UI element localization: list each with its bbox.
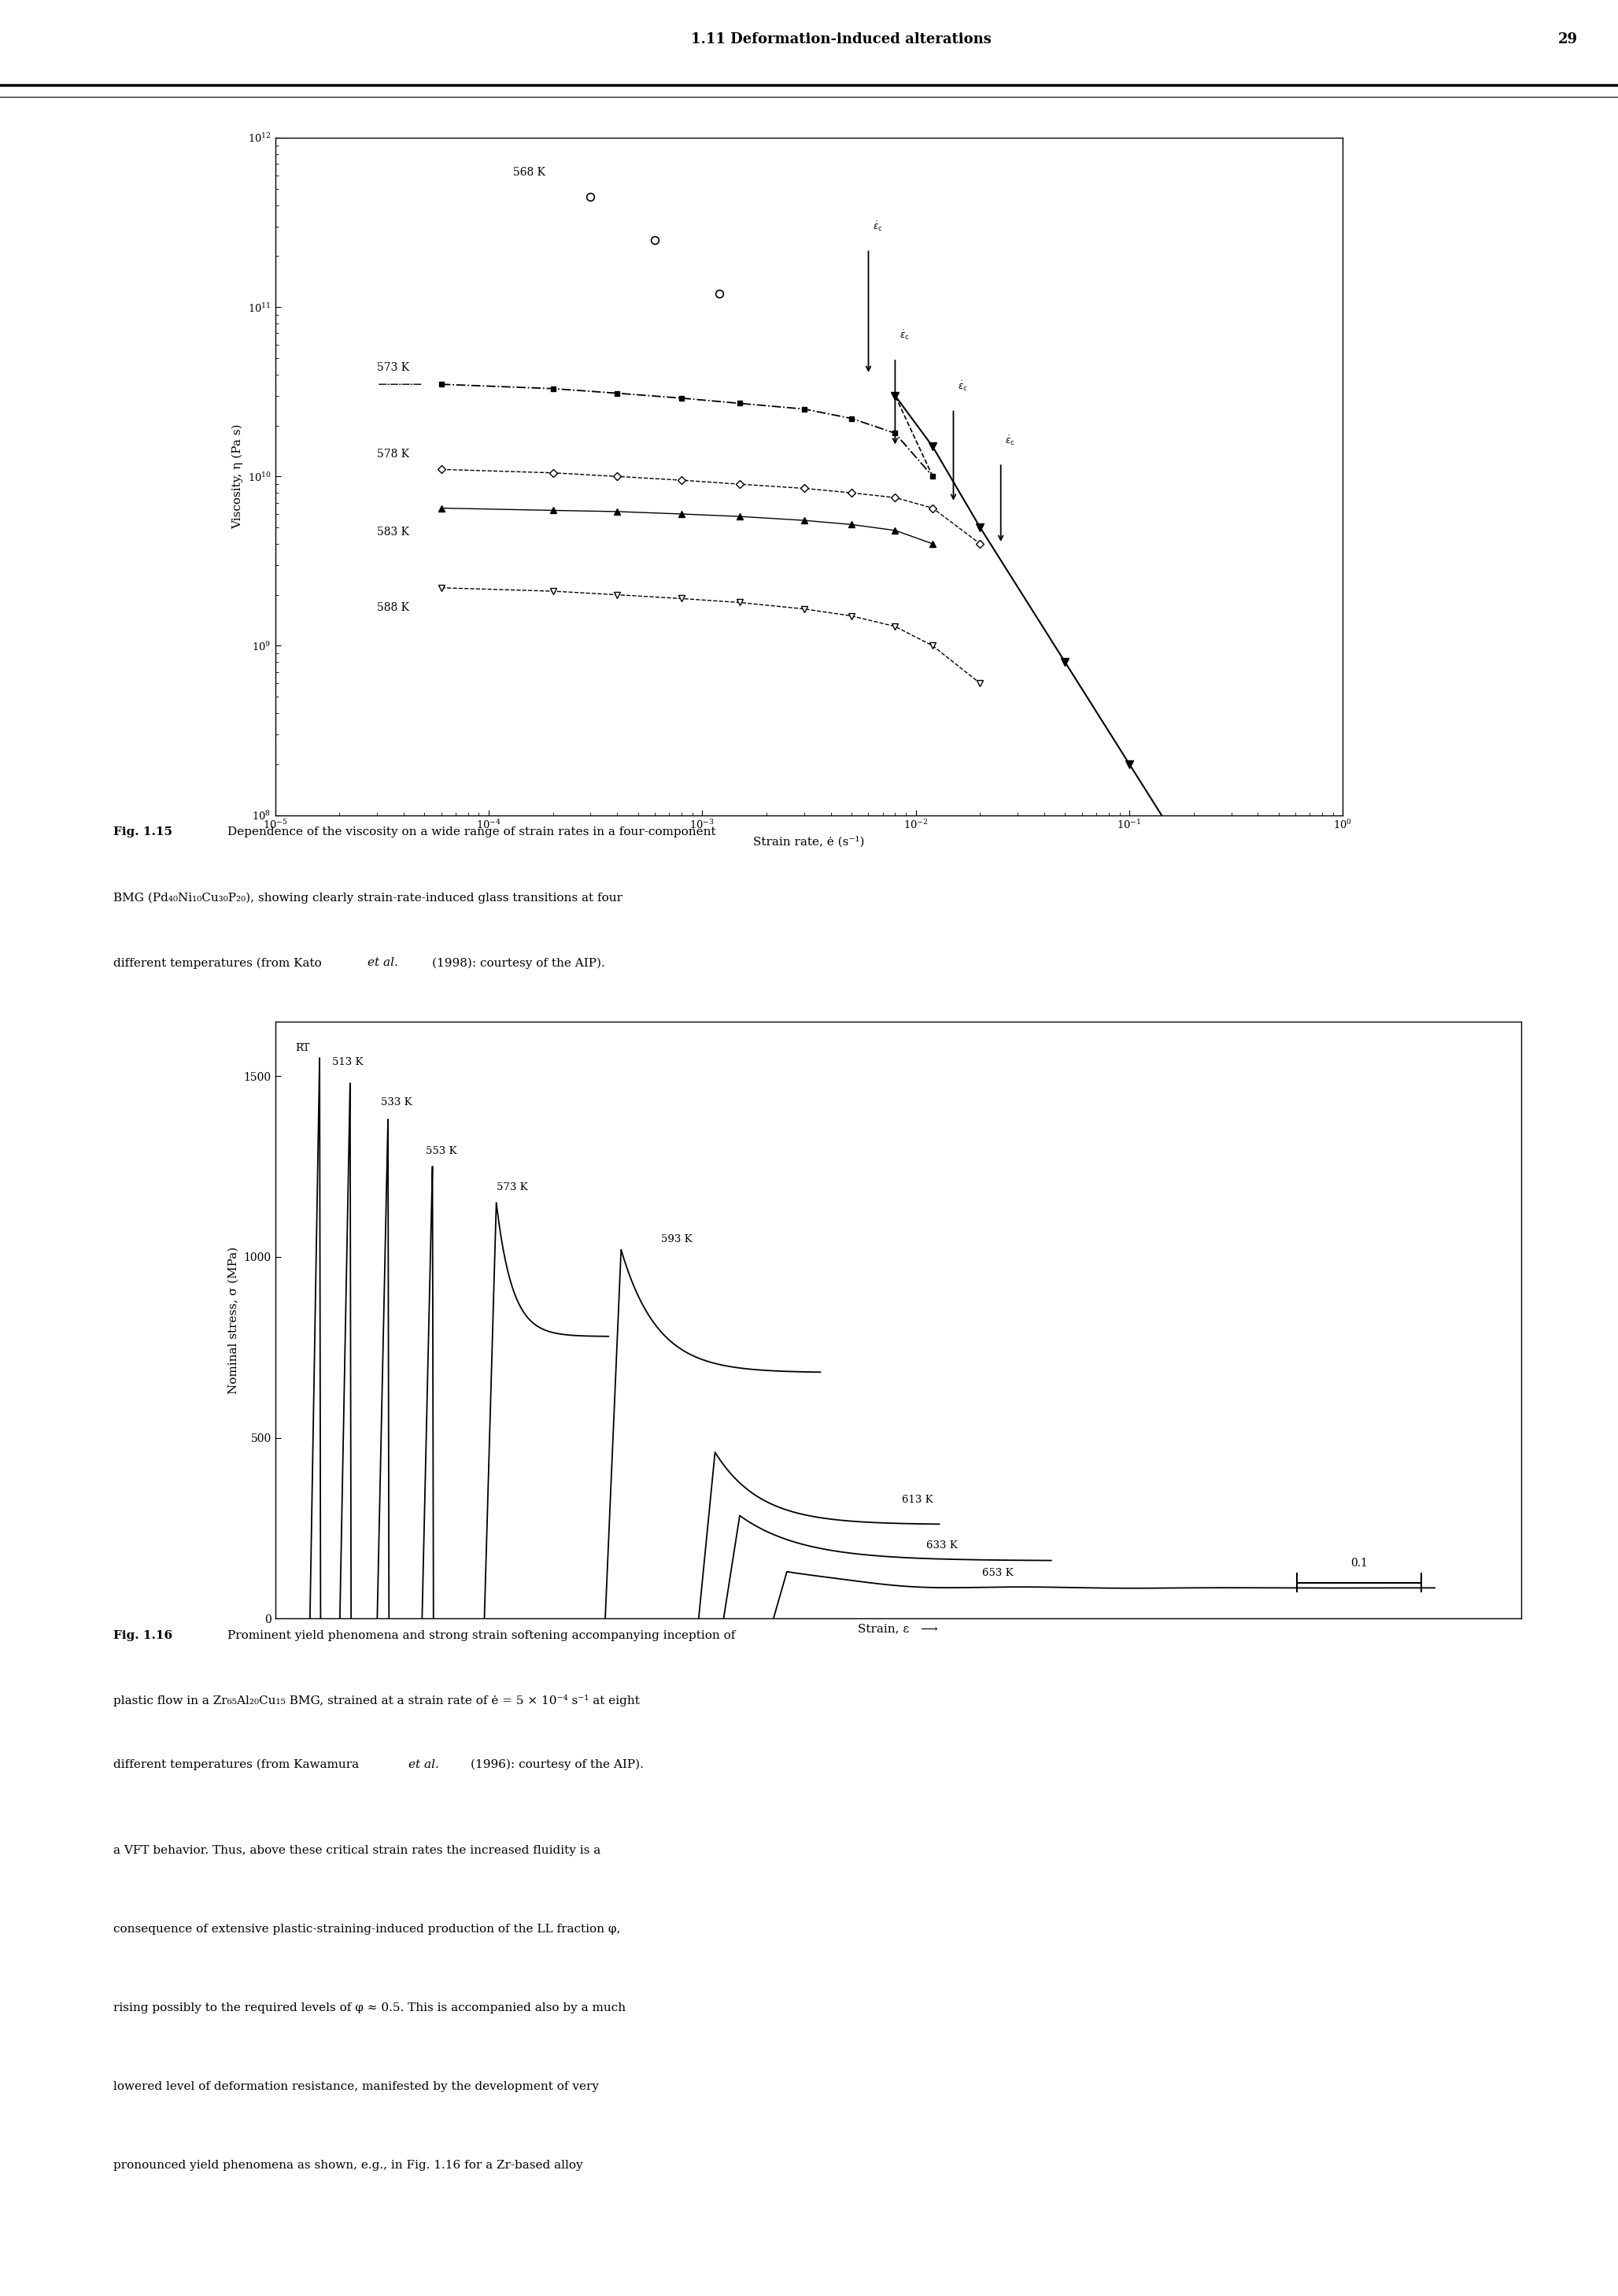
Text: 583 K: 583 K [377, 526, 409, 537]
Text: 593 K: 593 K [662, 1235, 693, 1244]
Text: Fig. 1.15: Fig. 1.15 [113, 827, 172, 838]
Text: 573 K: 573 K [497, 1182, 527, 1192]
Text: different temperatures (from Kawamura: different temperatures (from Kawamura [113, 1759, 362, 1770]
Text: lowered level of deformation resistance, manifested by the development of very: lowered level of deformation resistance,… [113, 2080, 599, 2092]
Text: 1.11 Deformation-induced alterations: 1.11 Deformation-induced alterations [691, 32, 992, 46]
Text: pronounced yield phenomena as shown, e.g., in Fig. 1.16 for a Zr-based alloy: pronounced yield phenomena as shown, e.g… [113, 2161, 582, 2170]
Text: 568 K: 568 K [513, 168, 545, 177]
Text: 578 K: 578 K [377, 448, 409, 459]
Text: rising possibly to the required levels of φ ≈ 0.5. This is accompanied also by a: rising possibly to the required levels o… [113, 2002, 626, 2014]
Text: BMG (Pd₄₀Ni₁₀Cu₃₀P₂₀), showing clearly strain-rate-induced glass transitions at : BMG (Pd₄₀Ni₁₀Cu₃₀P₂₀), showing clearly s… [113, 893, 623, 902]
Y-axis label: Nominal stress, σ (MPa): Nominal stress, σ (MPa) [228, 1247, 239, 1394]
Text: 588 K: 588 K [377, 602, 409, 613]
Text: plastic flow in a Zr₆₅Al₂₀Cu₁₅ BMG, strained at a strain rate of ė = 5 × 10⁻⁴ s⁻: plastic flow in a Zr₆₅Al₂₀Cu₁₅ BMG, stra… [113, 1694, 639, 1706]
Text: et al.: et al. [408, 1759, 438, 1770]
Text: 0.1: 0.1 [1351, 1557, 1367, 1568]
Text: 513 K: 513 K [332, 1056, 364, 1068]
Text: 29: 29 [1558, 32, 1578, 46]
Text: 573 K: 573 K [377, 363, 409, 374]
Text: et al.: et al. [367, 957, 398, 969]
Text: 553 K: 553 K [426, 1146, 456, 1157]
Text: RT: RT [294, 1042, 309, 1054]
Text: different temperatures (from Kato: different temperatures (from Kato [113, 957, 325, 969]
X-axis label: Strain rate, ė (s⁻¹): Strain rate, ė (s⁻¹) [754, 836, 864, 847]
Text: 653 K: 653 K [982, 1568, 1013, 1577]
Text: Prominent yield phenomena and strong strain softening accompanying inception of: Prominent yield phenomena and strong str… [228, 1630, 735, 1642]
Text: 613 K: 613 K [901, 1495, 934, 1506]
Text: $\dot{\varepsilon}_{\rm c}$: $\dot{\varepsilon}_{\rm c}$ [1005, 434, 1014, 448]
X-axis label: Strain, ε   ⟶: Strain, ε ⟶ [858, 1623, 938, 1635]
Text: 533 K: 533 K [380, 1097, 413, 1107]
Text: $\dot{\varepsilon}_{\rm c}$: $\dot{\varepsilon}_{\rm c}$ [958, 379, 968, 393]
Text: (1998): courtesy of the AIP).: (1998): courtesy of the AIP). [432, 957, 605, 969]
Text: consequence of extensive plastic-straining-induced production of the LL fraction: consequence of extensive plastic-straini… [113, 1924, 620, 1936]
Text: Fig. 1.16: Fig. 1.16 [113, 1630, 173, 1642]
Text: (1996): courtesy of the AIP).: (1996): courtesy of the AIP). [471, 1759, 644, 1770]
Text: Dependence of the viscosity on a wide range of strain rates in a four-component: Dependence of the viscosity on a wide ra… [228, 827, 715, 838]
Text: $\dot{\varepsilon}_{\rm c}$: $\dot{\varepsilon}_{\rm c}$ [900, 328, 909, 342]
Text: a VFT behavior. Thus, above these critical strain rates the increased fluidity i: a VFT behavior. Thus, above these critic… [113, 1846, 600, 1855]
Text: $\dot{\varepsilon}_{\rm c}$: $\dot{\varepsilon}_{\rm c}$ [874, 220, 883, 232]
Y-axis label: Viscosity, η (Pa s): Viscosity, η (Pa s) [231, 425, 243, 528]
Text: 633 K: 633 K [927, 1541, 958, 1550]
